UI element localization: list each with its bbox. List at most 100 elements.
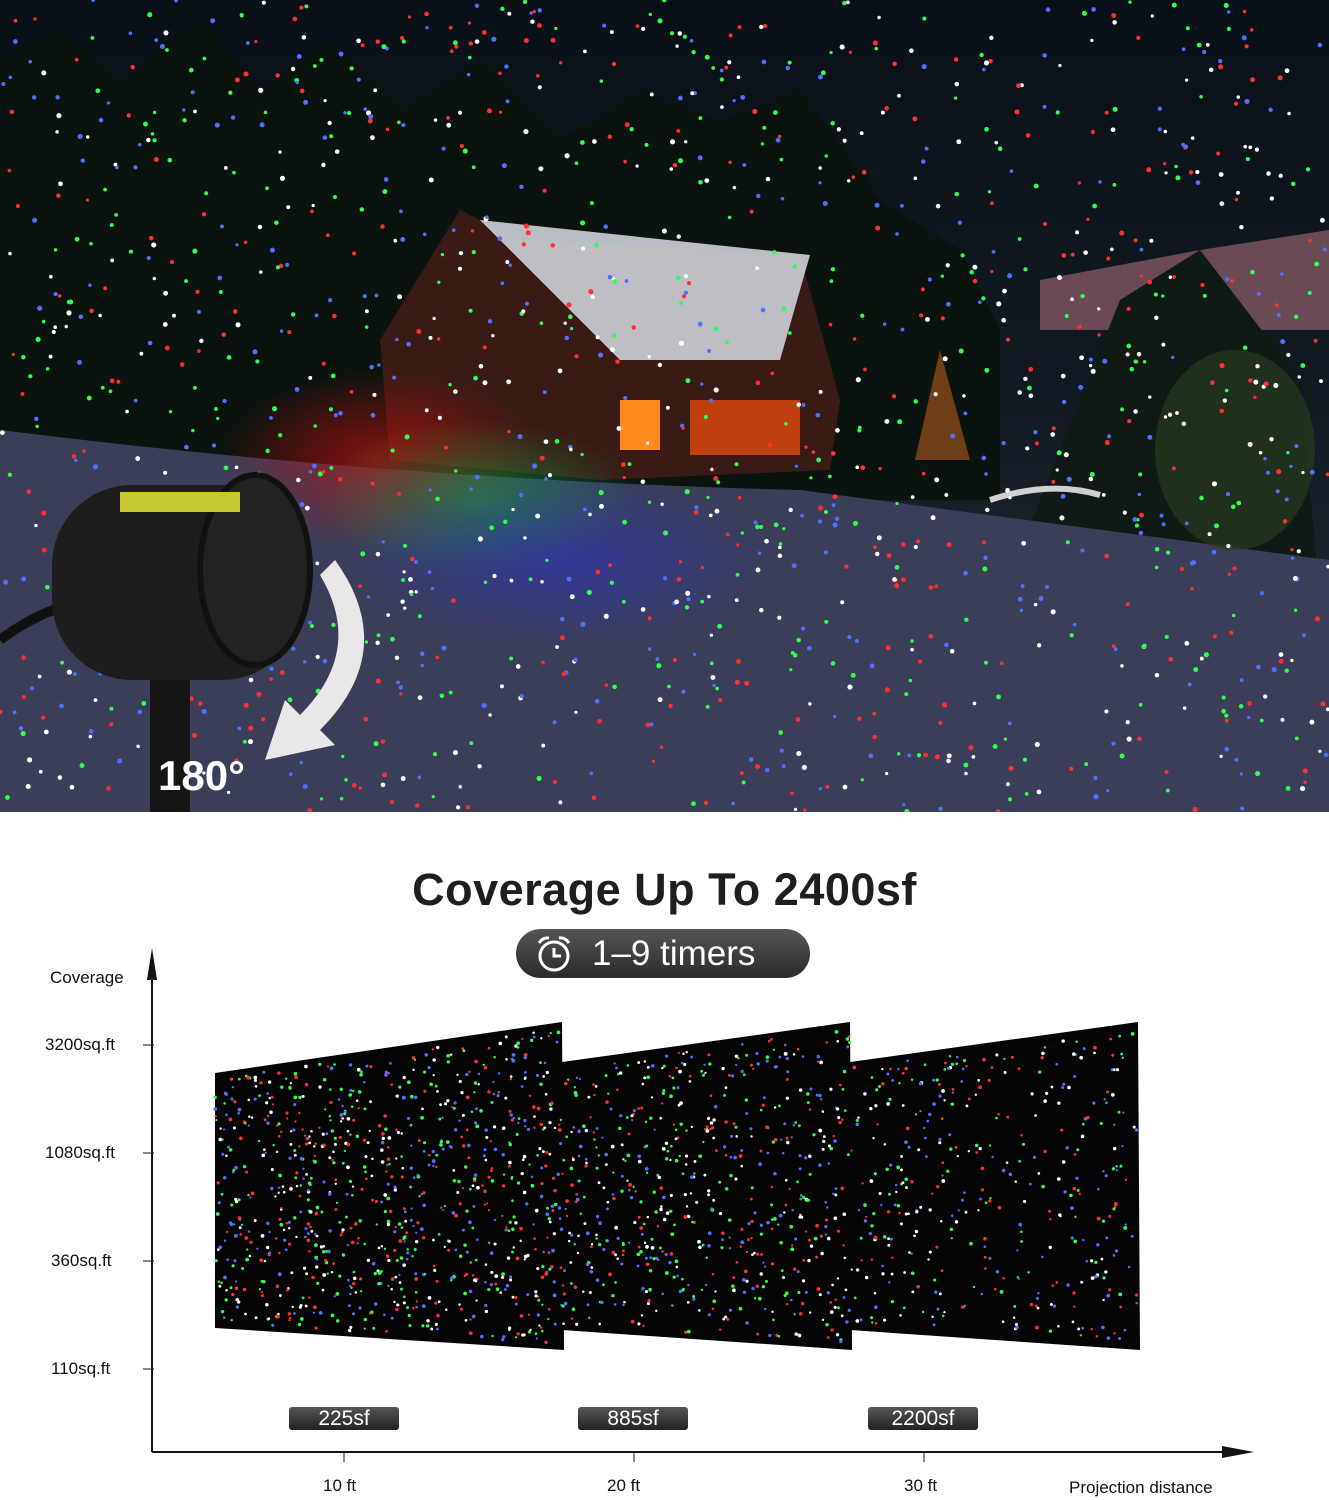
light-dot: [791, 563, 797, 569]
light-dot: [346, 110, 352, 116]
light-dot: [1240, 806, 1245, 811]
light-dot: [474, 3, 480, 8]
light-dot: [761, 1285, 766, 1289]
light-dot: [872, 40, 878, 46]
light-dot: [841, 1118, 844, 1121]
light-dot: [705, 704, 710, 709]
light-dot: [400, 776, 406, 782]
light-dot: [661, 1091, 665, 1096]
light-dot: [853, 1296, 857, 1300]
light-dot: [562, 1158, 566, 1162]
light-dot: [487, 319, 493, 324]
light-dot: [267, 1317, 271, 1320]
light-dot: [890, 1300, 895, 1304]
light-dot: [972, 264, 978, 270]
light-dot: [715, 1149, 718, 1153]
light-dot: [934, 477, 940, 483]
light-dot: [261, 1153, 266, 1158]
light-dot: [843, 1256, 847, 1260]
light-dot: [860, 1259, 863, 1262]
light-dot: [501, 1184, 506, 1188]
light-dot: [474, 1258, 478, 1262]
light-dot: [569, 1261, 573, 1264]
light-dot: [750, 1135, 753, 1138]
light-dot: [358, 584, 362, 589]
light-dot: [718, 698, 723, 703]
light-dot: [895, 232, 899, 236]
light-dot: [314, 313, 319, 318]
light-dot: [575, 1322, 579, 1326]
light-dot: [935, 1245, 939, 1249]
light-dot: [674, 1137, 678, 1141]
light-dot: [674, 599, 679, 605]
light-dot: [537, 8, 542, 13]
light-dot: [602, 23, 607, 28]
light-dot: [656, 663, 662, 669]
light-dot: [275, 265, 280, 270]
light-dot: [592, 1083, 595, 1086]
light-dot: [983, 555, 988, 561]
light-dot: [535, 1073, 540, 1078]
light-dot: [77, 359, 82, 365]
light-dot: [981, 296, 986, 301]
light-dot: [1314, 616, 1320, 622]
light-dot: [41, 715, 46, 720]
light-dot: [349, 1088, 353, 1092]
light-dot: [327, 1249, 331, 1254]
light-dot: [174, 0, 178, 3]
light-dot: [1247, 715, 1251, 720]
light-dot: [401, 1166, 405, 1170]
light-dot: [570, 1282, 573, 1285]
light-dot: [928, 1250, 932, 1254]
light-dot: [749, 209, 754, 214]
light-dot: [1085, 1259, 1089, 1263]
light-dot: [275, 1284, 280, 1289]
light-dot: [430, 1327, 434, 1331]
light-dot: [1051, 426, 1056, 431]
light-dot: [595, 569, 601, 575]
light-dot: [777, 1334, 781, 1338]
light-dot: [675, 1265, 679, 1269]
light-dot: [248, 1115, 251, 1118]
light-dot: [797, 1333, 802, 1338]
light-dot: [9, 109, 15, 115]
light-dot: [435, 1327, 439, 1331]
light-dot: [274, 1237, 278, 1240]
light-dot: [729, 1155, 733, 1159]
light-dot: [953, 57, 959, 62]
light-dot: [507, 11, 512, 16]
light-dot: [888, 1192, 891, 1196]
light-dot: [818, 1128, 823, 1133]
light-dot: [801, 1055, 805, 1058]
light-dot: [293, 1312, 296, 1315]
light-dot: [842, 784, 848, 790]
light-dot: [927, 1258, 930, 1261]
light-dot: [860, 313, 865, 318]
light-dot: [307, 620, 312, 625]
light-dot: [329, 465, 334, 470]
light-dot: [870, 1224, 874, 1228]
light-dot: [1174, 164, 1178, 169]
light-dot: [93, 698, 98, 702]
light-dot: [289, 1142, 293, 1146]
light-dot: [298, 1095, 302, 1100]
light-dot: [432, 316, 436, 321]
light-dot: [1147, 279, 1153, 285]
light-dot: [605, 1207, 609, 1211]
light-dot: [599, 79, 604, 83]
light-dot: [343, 111, 347, 115]
light-dot: [755, 1284, 760, 1288]
light-dot: [590, 1245, 593, 1249]
light-dot: [333, 1136, 337, 1140]
light-dot: [1059, 1214, 1062, 1218]
light-dot: [511, 1227, 515, 1232]
light-dot: [950, 1214, 954, 1217]
light-dot: [829, 1087, 833, 1091]
light-dot: [738, 1154, 743, 1158]
light-dot: [692, 652, 697, 657]
light-dot: [451, 598, 456, 604]
light-dot: [683, 290, 689, 295]
light-dot: [1051, 479, 1056, 484]
light-dot: [449, 1145, 453, 1149]
light-dot: [1119, 1164, 1123, 1168]
